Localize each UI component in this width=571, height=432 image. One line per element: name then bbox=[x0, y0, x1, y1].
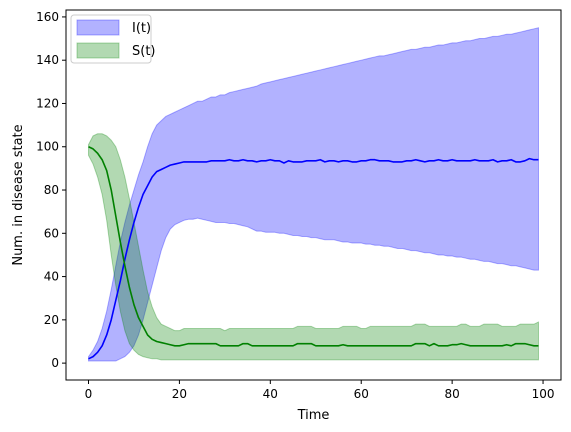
x-tick-label: 40 bbox=[263, 387, 278, 401]
legend-swatch-i bbox=[76, 19, 120, 36]
x-tick-label: 0 bbox=[85, 387, 93, 401]
x-tick-label: 100 bbox=[532, 387, 555, 401]
y-axis-ticks: 0 20 40 60 80 100 120 140 160 bbox=[36, 10, 66, 370]
y-tick-label: 100 bbox=[36, 140, 59, 154]
x-tick-label: 60 bbox=[354, 387, 369, 401]
band-st bbox=[88, 133, 539, 361]
x-tick-label: 20 bbox=[172, 387, 187, 401]
legend-frame bbox=[70, 14, 152, 64]
legend-label-s: S(t) bbox=[132, 44, 156, 59]
x-axis-label: Time bbox=[297, 408, 330, 423]
y-tick-label: 20 bbox=[44, 313, 59, 327]
axes-frame bbox=[65, 9, 562, 381]
legend-swatch-s bbox=[76, 42, 120, 59]
y-tick-label: 60 bbox=[44, 226, 59, 240]
x-tick-label: 80 bbox=[444, 387, 459, 401]
y-tick-label: 120 bbox=[36, 96, 59, 110]
y-axis-label: Num. in disease state bbox=[11, 124, 26, 265]
line-it bbox=[88, 157, 539, 360]
x-axis-ticks: 0 20 40 60 80 100 bbox=[85, 380, 555, 401]
y-tick-label: 80 bbox=[44, 183, 59, 197]
y-tick-label: 0 bbox=[51, 356, 59, 370]
legend-label-i: I(t) bbox=[132, 21, 151, 36]
y-tick-label: 160 bbox=[36, 10, 59, 24]
line-st bbox=[88, 146, 539, 347]
y-tick-label: 40 bbox=[44, 270, 59, 284]
legend: I(t) S(t) bbox=[70, 14, 156, 64]
band-it bbox=[88, 27, 539, 362]
y-tick-label: 140 bbox=[36, 53, 59, 67]
plot-area bbox=[88, 27, 539, 362]
